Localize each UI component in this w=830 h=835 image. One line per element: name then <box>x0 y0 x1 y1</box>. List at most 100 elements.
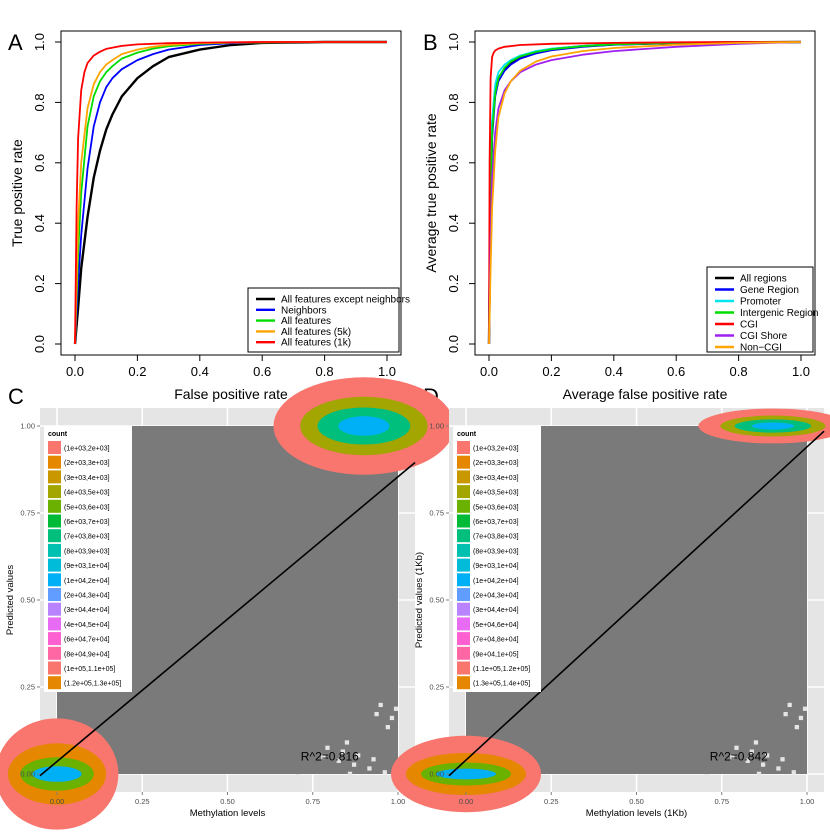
empty-bin <box>325 745 330 750</box>
plot-frame <box>60 30 402 356</box>
legend-label: Gene Region <box>740 285 799 296</box>
panel-letter-c: C <box>8 384 24 409</box>
legend-label: (3e+04,4e+04] <box>473 607 519 614</box>
density-blob <box>32 766 82 782</box>
empty-bin <box>756 771 762 776</box>
legend-label: CGI Shore <box>740 331 788 342</box>
legend-label: All features (1k) <box>281 338 351 349</box>
x-tick-label: 0.0 <box>480 364 498 379</box>
x-tick-label: 0.2 <box>542 364 560 379</box>
roc-curve <box>488 41 801 345</box>
fit-line <box>448 430 825 777</box>
y-tick-label: 0.6 <box>446 154 461 172</box>
legend-swatch <box>48 632 61 646</box>
y-tick-label: 1.0 <box>446 33 461 51</box>
empty-bin <box>704 774 709 779</box>
empty-bin <box>367 766 372 771</box>
y-tick-label: 0.2 <box>446 275 461 293</box>
empty-bin <box>340 749 345 754</box>
x-axis-label: Methylation levels <box>190 808 266 819</box>
legend-swatch <box>48 588 61 601</box>
y-tick-label: 0.25 <box>20 683 35 692</box>
y-tick-label: 0.75 <box>20 509 35 518</box>
empty-bin <box>336 758 341 763</box>
legend-title: count <box>48 431 68 438</box>
empty-bin <box>780 757 785 762</box>
y-axis-label: Average true positive rate <box>423 113 439 272</box>
legend-swatch <box>457 646 470 660</box>
legend-label: (7e+03,8e+03] <box>64 534 110 541</box>
legend-swatch <box>457 573 470 587</box>
legend-label: (6e+03,7e+03] <box>473 519 519 526</box>
empty-bin <box>787 702 792 708</box>
density-blob <box>338 416 390 436</box>
legend-label: Neighbors <box>281 305 327 316</box>
legend-label: (6e+04,7e+04] <box>64 637 110 644</box>
x-axis-label: False positive rate <box>174 386 288 402</box>
y-tick-label: 0.75 <box>429 509 444 518</box>
legend-label: (1e+03,2e+03] <box>64 446 110 453</box>
y-axis-label: Predicted values <box>5 565 16 635</box>
y-tick-label: 0.00 <box>429 770 444 779</box>
legend-label: (7e+04,8e+04] <box>473 637 519 644</box>
empty-bin <box>389 715 395 721</box>
empty-bin <box>753 740 759 745</box>
x-tick-label: 0.50 <box>220 797 235 806</box>
legend-label: (3e+03,4e+03] <box>64 475 110 482</box>
legend-label: (5e+03,6e+03] <box>473 504 519 511</box>
legend-swatch <box>457 588 470 601</box>
legend-label: (9e+03,1e+04] <box>473 563 519 570</box>
empty-bin <box>378 702 383 708</box>
x-tick-label: 1.00 <box>800 797 815 806</box>
legend-label: (8e+03,9e+03] <box>473 548 519 555</box>
legend-label: (4e+03,5e+03] <box>64 490 110 497</box>
legend-swatch <box>457 470 470 484</box>
legend-swatch <box>48 676 61 690</box>
y-tick-label: 0.6 <box>32 154 47 172</box>
legend-swatch <box>457 632 470 646</box>
legend-label: (7e+03,8e+03] <box>473 534 519 541</box>
y-tick-label: 0.00 <box>20 770 35 779</box>
empty-bin <box>734 745 739 750</box>
legend-label: (1.2e+05,1.3e+05] <box>64 681 121 688</box>
legend-label: All features except neighbors <box>281 295 410 306</box>
y-tick-label: 0.50 <box>429 596 444 605</box>
legend-swatch <box>457 485 470 499</box>
legend-swatch <box>457 661 470 675</box>
empty-bin <box>798 715 804 721</box>
y-axis-label: True positive rate <box>9 139 25 247</box>
legend-label: Promoter <box>740 297 782 308</box>
empty-bin <box>356 753 361 758</box>
x-tick-label: 0.6 <box>253 364 271 379</box>
empty-bin <box>295 774 300 779</box>
x-tick-label: 1.0 <box>378 364 396 379</box>
empty-bin <box>802 706 808 711</box>
x-axis-label: Methylation levels (1Kb) <box>586 808 687 819</box>
legend-label: (5e+04,6e+04] <box>473 622 519 629</box>
x-axis-label: Average false positive rate <box>563 386 728 402</box>
roc-curve <box>488 41 802 345</box>
y-tick-label: 0.2 <box>32 275 47 293</box>
empty-bin <box>783 711 788 717</box>
x-tick-label: 0.4 <box>191 364 209 379</box>
empty-bin <box>760 762 766 767</box>
empty-bin <box>393 706 399 711</box>
legend-label: (3e+03,4e+03] <box>473 475 519 482</box>
legend-swatch <box>48 455 61 469</box>
empty-bin <box>745 758 750 763</box>
legend-swatch <box>457 558 470 572</box>
legend-label: (1e+04,2e+04] <box>64 578 110 585</box>
x-tick-label: 0.75 <box>714 797 729 806</box>
x-tick-label: 0.2 <box>128 364 146 379</box>
legend-label: (2e+03,3e+03] <box>64 460 110 467</box>
legend-swatch <box>457 529 470 543</box>
legend-label: (5e+03,6e+03] <box>64 504 110 511</box>
legend-swatch <box>457 499 470 513</box>
x-tick-label: 0.00 <box>459 797 474 806</box>
legend-swatch <box>48 558 61 572</box>
legend-swatch <box>457 602 470 616</box>
empty-bin <box>749 749 754 754</box>
roc-curve <box>73 40 387 345</box>
empty-bin <box>776 766 781 771</box>
legend-label: All features <box>281 316 331 327</box>
